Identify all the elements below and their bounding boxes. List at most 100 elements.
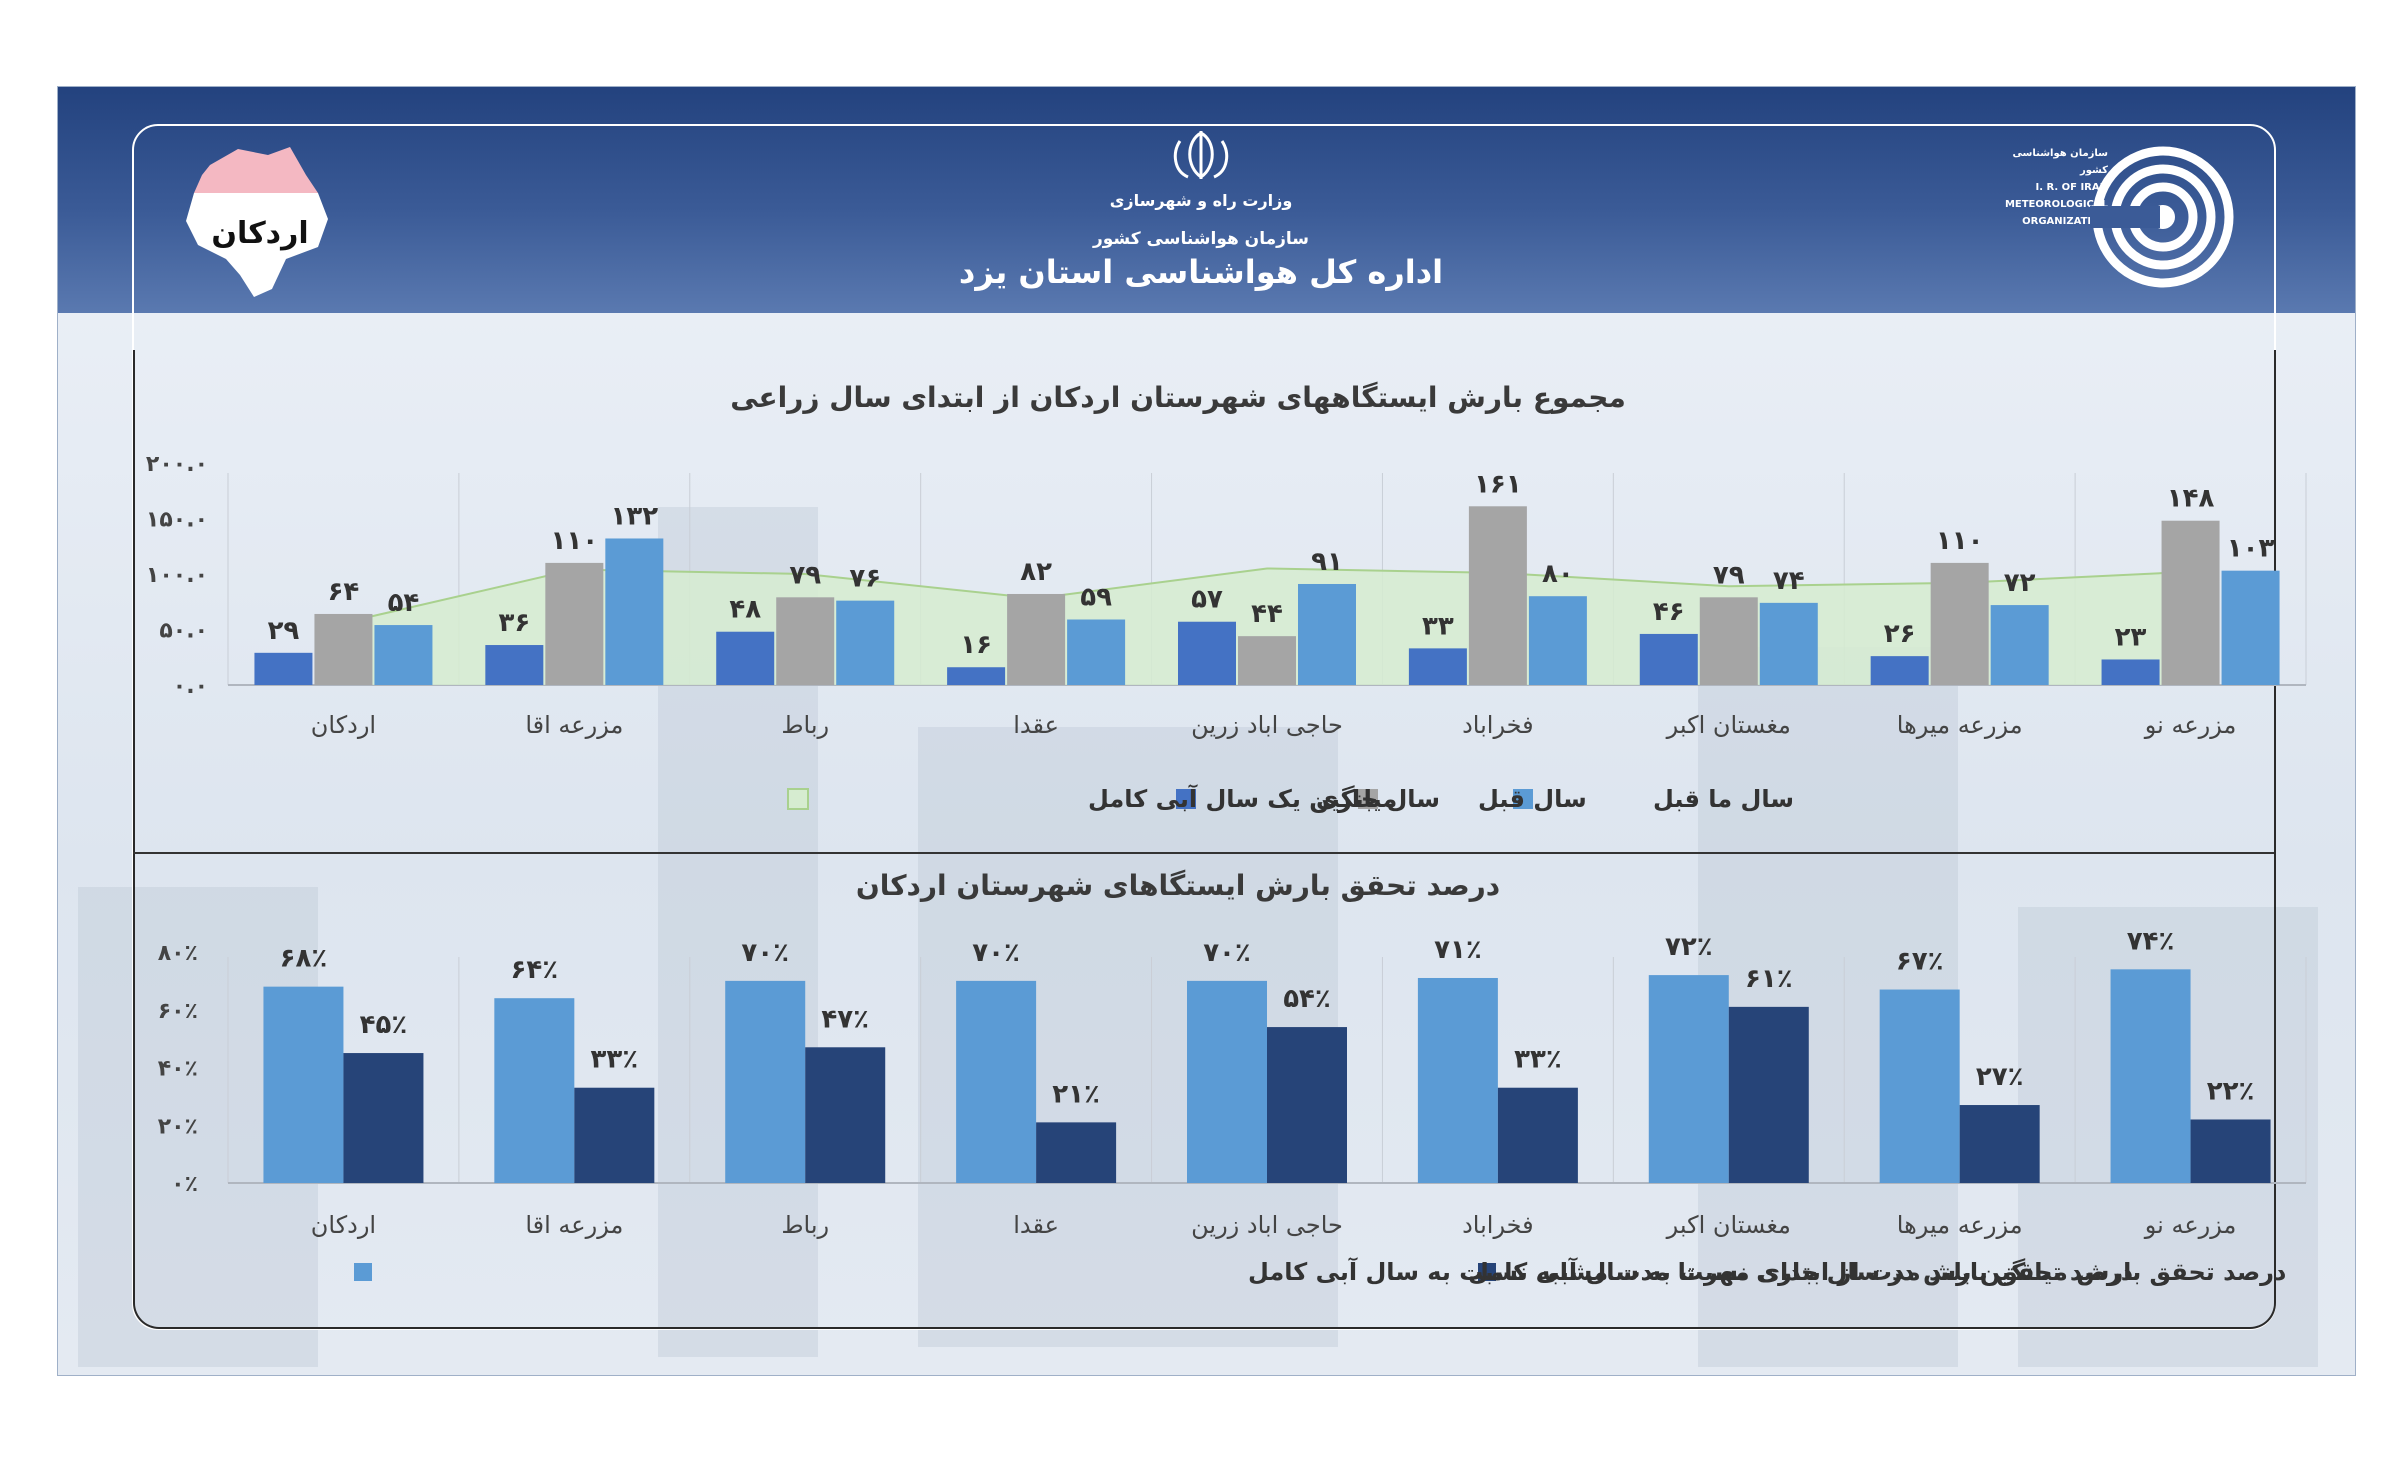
chart1-data-label: ۴۴ <box>1251 599 1283 629</box>
chart2-category-label: مزرعه نو <box>2144 1211 2237 1239</box>
chart2-bar-long-term <box>1879 989 1960 1183</box>
chart1-data-label: ۸۲ <box>1020 557 1052 587</box>
ministry-text: وزارت راه و شهرسازی <box>1109 191 1293 210</box>
chart1-category-label: مزرعه میرها <box>1897 711 2023 739</box>
chart2-category-label: رباط <box>781 1211 829 1239</box>
chart1-data-label: ۷۲ <box>2004 568 2036 598</box>
bulletin-frame: اردکان وزارت راه و شهرسازی سازمان هواشنا… <box>57 86 2356 1376</box>
chart1-category-label: حاجی اباد زرین <box>1191 711 1343 739</box>
chart2-legend-label: درصد تحقق بارش در سال جاری نسبت به سال آ… <box>1468 1257 2133 1286</box>
chart2-category-label: مزرعه میرها <box>1897 1211 2023 1239</box>
chart1-bar-two-years-ago <box>374 625 433 685</box>
chart1-data-label: ۲۳ <box>2115 622 2147 652</box>
chart1-data-label: ۹۱ <box>1311 547 1343 577</box>
chart2-data-label: ۲۱٪ <box>1052 1079 1100 1109</box>
chart2-bar-current <box>805 1047 886 1183</box>
organization-text: سازمان هواشناسی کشور <box>1092 229 1309 249</box>
chart2-data-label: ۷۴٪ <box>2127 926 2175 956</box>
chart1-y-tick: ۱۵۰.۰ <box>146 508 208 533</box>
chart1-bar-two-years-ago <box>2221 570 2280 685</box>
chart2-data-label: ۲۷٪ <box>1976 1062 2024 1092</box>
chart1-data-label: ۱۴۸ <box>2167 484 2215 514</box>
meteo-org-text: سازمان هواشناسی کشور I. R. OF IRAN METEO… <box>1988 145 2108 230</box>
chart2-y-tick: ۶۰٪ <box>158 999 198 1024</box>
chart1-category-label: مزرعه نو <box>2144 711 2237 739</box>
chart1-bar-current-year <box>1408 648 1467 685</box>
chart2-data-label: ۳۳٪ <box>591 1045 639 1075</box>
chart2-bar-current <box>343 1053 424 1183</box>
chart1-y-tick: ۰.۰ <box>173 674 208 699</box>
chart1-data-label: ۱۰۳ <box>2227 534 2275 564</box>
chart1-data-label: ۱۳۲ <box>611 501 659 531</box>
chart2-bar-long-term <box>494 998 575 1183</box>
chart2-y-tick: ۸۰٪ <box>158 941 198 966</box>
chart2-legend: درصد تحقق بارش در سال جاری نسبت به سال آ… <box>354 1257 2286 1286</box>
chart1-bar-previous-year <box>1007 593 1066 685</box>
chart1-data-label: ۴۸ <box>729 595 761 625</box>
chart2-y-tick: ۰٪ <box>171 1172 198 1197</box>
region-map: اردکان <box>186 147 328 297</box>
chart1-data-label: ۱۶ <box>960 630 992 660</box>
chart2-data-label: ۷۱٪ <box>1434 935 1482 965</box>
chart1-bar-previous-year <box>1930 562 1989 685</box>
chart1-bar-previous-year <box>314 613 373 685</box>
chart1-category-label: عقدا <box>1013 711 1059 739</box>
chart2-data-label: ۳۳٪ <box>1514 1045 1562 1075</box>
chart2-data-label: ۷۲٪ <box>1665 932 1713 962</box>
chart1-category-label: اردکان <box>311 711 376 739</box>
region-label: اردکان <box>211 216 308 251</box>
chart1-bar-previous-year <box>545 562 604 685</box>
chart2-data-label: ۷۰٪ <box>972 938 1020 968</box>
chart1-bar-current-year <box>2101 659 2160 685</box>
chart1-data-label: ۱۶۱ <box>1474 469 1522 499</box>
charts-panel <box>133 350 2276 1329</box>
chart1-category-label: مغستان اکبر <box>1666 711 1791 739</box>
chart1-legend-label: سال جاری <box>1316 785 1440 813</box>
chart1-bar-two-years-ago <box>1759 602 1818 685</box>
chart2-bar-long-term <box>956 980 1037 1183</box>
chart2-category-label: حاجی اباد زرین <box>1191 1211 1343 1239</box>
emblem-icon <box>1173 131 1229 179</box>
chart1-legend-swatch <box>1176 789 1196 809</box>
chart2-data-label: ۷۰٪ <box>741 938 789 968</box>
chart1-legend-swatch <box>1513 789 1533 809</box>
chart1-y-tick: ۵۰.۰ <box>159 619 208 644</box>
chart1-legend-swatch <box>787 788 809 810</box>
chart2-bar-current <box>2190 1119 2271 1183</box>
chart1-bar-current-year <box>1870 656 1929 685</box>
chart2-data-label: ۷۰٪ <box>1203 938 1251 968</box>
chart1-bar-previous-year <box>1238 636 1296 685</box>
chart1-data-label: ۱۱۰ <box>1936 526 1984 556</box>
chart1-bar-current-year <box>947 667 1006 685</box>
chart1-data-label: ۵۷ <box>1191 585 1223 615</box>
chart2-bar-current <box>1036 1122 1117 1183</box>
chart2-bars: ۶۸٪ ۴۵٪ ۶۴٪ ۳۳٪ ۷۰٪ ۴۷٪ ۷۰٪ ۲۱٪ ۷۰٪ ۵۴٪ ۷۱٪ ۳۳٪ ۷۲٪ ۶… <box>263 926 2271 1183</box>
chart2-bar-long-term <box>1187 980 1267 1183</box>
chart2-category-label: فخراباد <box>1462 1211 1534 1239</box>
chart1-data-label: ۳۶ <box>498 608 530 638</box>
logo-text-line: I. R. OF IRAN <box>2035 182 2108 193</box>
chart2-bar-long-term <box>1417 977 1498 1183</box>
chart2-y-tick: ۲۰٪ <box>158 1114 198 1139</box>
chart2-bar-current <box>574 1087 655 1183</box>
chart1-bar-two-years-ago <box>1067 619 1126 685</box>
chart1-data-label: ۴۶ <box>1653 597 1685 627</box>
chart1-bar-previous-year <box>776 597 835 685</box>
chart1-categories: اردکان مزرعه اقا رباط عقدا حاجی اباد زرین فخر… <box>311 711 2237 739</box>
precipitation-percent-chart: درصد تحقق بارش ایستگاهای شهرستان اردکان … <box>158 869 2307 1286</box>
chart2-bar-current <box>1267 1027 1347 1183</box>
logo-text-line: ORGANIZATION <box>2022 216 2108 227</box>
chart1-data-label: ۷۹ <box>789 560 821 590</box>
chart1-legend-swatch <box>1358 789 1378 809</box>
chart1-category-label: مزرعه اقا <box>525 711 623 739</box>
chart2-category-label: مزرعه اقا <box>525 1211 623 1239</box>
chart2-y-ticks: ۰٪ ۲۰٪ ۴۰٪ ۶۰٪ ۸۰٪ <box>158 941 198 1197</box>
chart1-legend-label: میانگین یک سال آبی کامل <box>1088 784 1397 813</box>
chart2-category-label: عقدا <box>1013 1211 1059 1239</box>
chart2-data-label: ۴۷٪ <box>821 1004 869 1034</box>
chart2-legend-swatch <box>354 1263 372 1281</box>
chart1-title: مجموع بارش ایستگاههای شهرستان اردکان از … <box>730 381 1626 414</box>
chart1-data-label: ۵۹ <box>1080 583 1112 613</box>
chart1-legend-label: سال قبل <box>1478 785 1587 813</box>
chart2-y-tick: ۴۰٪ <box>158 1057 198 1082</box>
